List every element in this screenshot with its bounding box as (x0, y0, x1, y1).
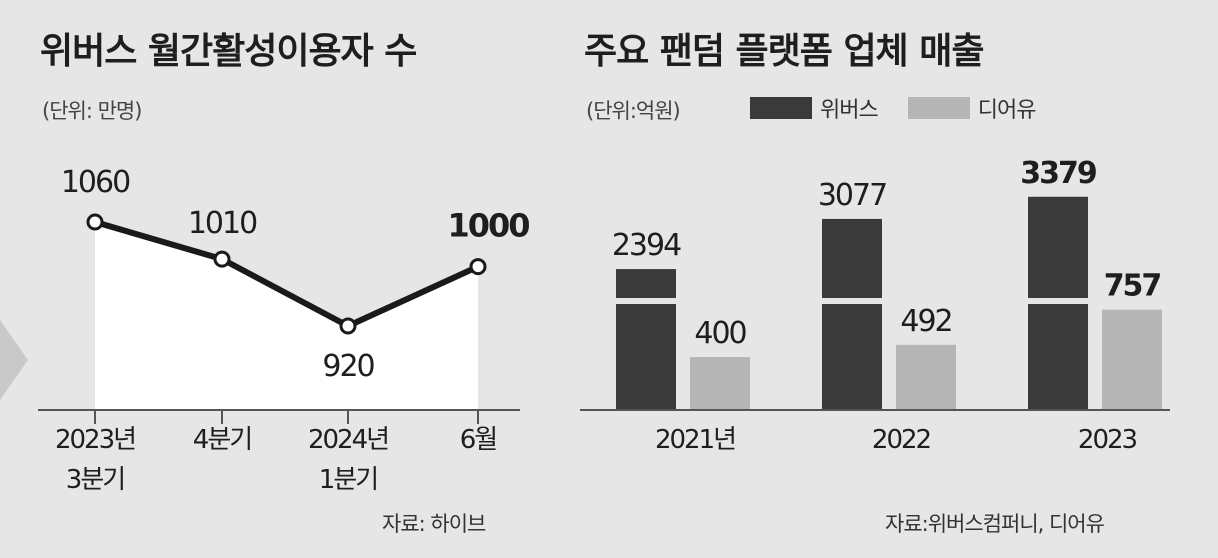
revenue-chart-unit: (단위:억원) (586, 99, 681, 123)
revenue-chart-source: 자료:위버스컴퍼니, 디어유 (885, 512, 1105, 536)
revenue-x-tick-label: 2023 (1078, 425, 1137, 455)
revenue-bar (1102, 309, 1162, 410)
legend-label-weverse: 위버스 (820, 98, 879, 123)
mau-area-fill (95, 222, 478, 410)
mau-x-tick-label: 3분기 (66, 465, 124, 495)
legend-item-weverse: 위버스 (750, 92, 879, 124)
revenue-axis-break (1028, 298, 1088, 304)
revenue-chart-title: 주요 팬덤 플랫폼 업체 매출 (584, 31, 984, 72)
mau-x-tick-label: 2023년 (55, 425, 135, 455)
mau-chart-title: 위버스 월간활성이용자 수 (40, 31, 417, 72)
revenue-bar (616, 269, 676, 410)
mau-data-point (86, 213, 104, 231)
mau-chart-panel: 위버스 월간활성이용자 수 (단위: 만명) 1060 1010 920 1000 20… (0, 0, 560, 558)
mau-data-label: 1000 (447, 207, 529, 245)
mau-series-line (94, 219, 480, 329)
mau-data-label: 1010 (188, 206, 257, 241)
mau-data-label: 920 (322, 349, 374, 384)
mau-x-tick-label: 1분기 (319, 465, 377, 495)
revenue-data-label: 400 (694, 316, 746, 351)
revenue-bar (896, 344, 956, 410)
revenue-data-label: 3379 (1020, 156, 1096, 191)
mau-data-point (469, 258, 487, 276)
legend-swatch-dearu (907, 97, 970, 119)
revenue-data-label: 2394 (612, 228, 681, 263)
revenue-chart-panel: 주요 팬덤 플랫폼 업체 매출 (단위:억원) 위버스 디어유 2394 400 2… (570, 0, 1218, 558)
legend-item-dearu: 디어유 (907, 92, 1037, 124)
mau-x-tick-label: 4분기 (193, 425, 251, 455)
mau-data-point (339, 317, 357, 335)
revenue-legend: 위버스 디어유 (750, 92, 1037, 124)
revenue-data-label: 3077 (818, 178, 886, 213)
page-edge-shadow (0, 320, 28, 400)
mau-line-chart: 1060 1010 920 1000 2023년 3분기 4분기 2024년 1분기 6월 (38, 165, 531, 495)
revenue-bar (822, 218, 882, 410)
legend-label-dearu: 디어유 (977, 98, 1037, 123)
revenue-axis-break (822, 298, 882, 304)
mau-x-tick-label: 2024년 (308, 425, 388, 455)
revenue-data-label: 492 (900, 304, 951, 339)
revenue-bar-chart: 2394 400 2021년 3077 492 2022 3379 757 2023 (580, 156, 1170, 455)
revenue-axis-break (616, 298, 676, 304)
legend-swatch-weverse (750, 97, 812, 119)
revenue-x-tick-label: 2021년 (655, 425, 735, 455)
mau-chart-source: 자료: 하이브 (382, 512, 486, 536)
mau-data-label: 1060 (61, 165, 130, 200)
mau-chart-unit: (단위: 만명) (42, 99, 142, 123)
revenue-data-label: 757 (1104, 269, 1161, 304)
revenue-bar (690, 357, 750, 410)
mau-x-tick-label: 6월 (460, 425, 497, 455)
revenue-x-tick-label: 2022 (872, 425, 930, 455)
mau-data-point (213, 250, 231, 268)
